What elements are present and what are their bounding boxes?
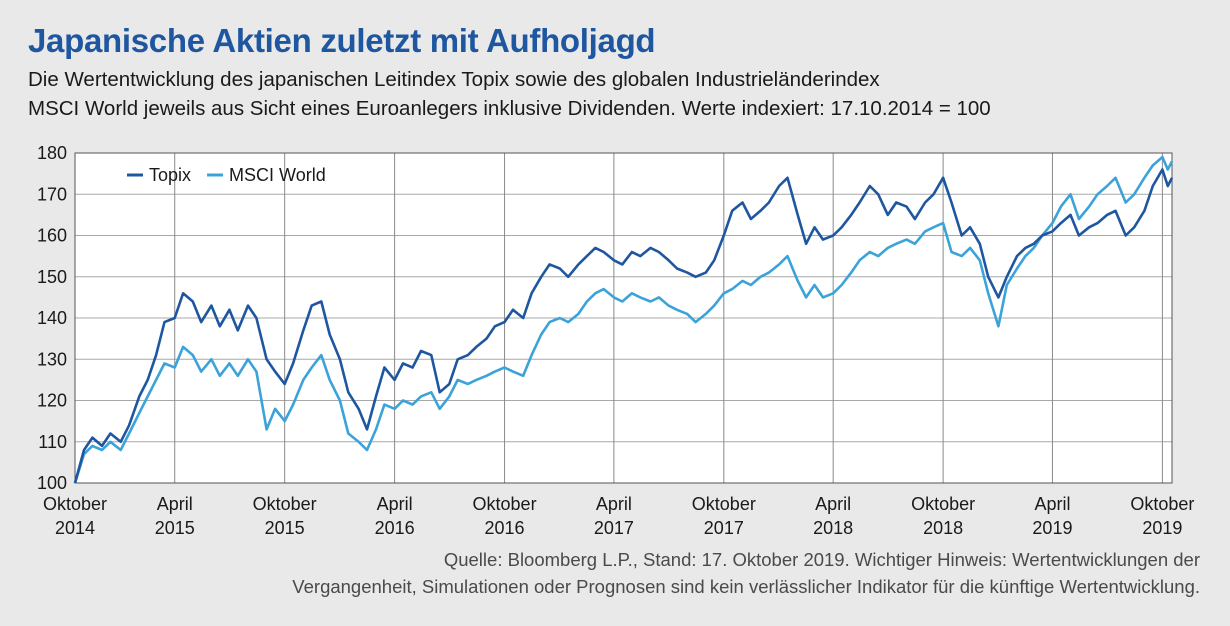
y-tick-label: 120 [37, 391, 67, 411]
x-tick-label: April [377, 494, 413, 514]
plot-border [74, 152, 1173, 484]
legend-label-msci-world: MSCI World [229, 165, 326, 185]
x-tick-label: Oktober [692, 494, 756, 514]
chart-title: Japanische Aktien zuletzt mit Aufholjagd [28, 22, 656, 59]
x-tick-label: Oktober [473, 494, 537, 514]
source-line-1: Quelle: Bloomberg L.P., Stand: 17. Oktob… [443, 549, 1200, 570]
x-tick-year-label: 2014 [55, 518, 95, 538]
legend-label-topix: Topix [149, 165, 191, 185]
x-tick-year-label: 2015 [265, 518, 305, 538]
y-tick-label: 150 [37, 267, 67, 287]
x-tick-year-label: 2015 [155, 518, 195, 538]
y-tick-label: 170 [37, 184, 67, 204]
y-tick-label: 180 [37, 143, 67, 163]
x-tick-label: April [1034, 494, 1070, 514]
chart-subtitle: Die Wertentwicklung des japanischen Leit… [28, 65, 991, 123]
x-tick-label: April [157, 494, 193, 514]
x-tick-year-label: 2016 [485, 518, 525, 538]
source-note: Quelle: Bloomberg L.P., Stand: 17. Oktob… [292, 546, 1200, 600]
x-tick-label: Oktober [253, 494, 317, 514]
y-tick-label: 140 [37, 308, 67, 328]
x-tick-year-label: 2017 [594, 518, 634, 538]
x-tick-label: Oktober [1130, 494, 1194, 514]
subtitle-line-2: MSCI World jeweils aus Sicht eines Euroa… [28, 97, 991, 120]
series-line-msci-world [73, 155, 1174, 484]
source-line-2: Vergangenheit, Simulationen oder Prognos… [292, 576, 1200, 597]
x-tick-year-label: 2019 [1142, 518, 1182, 538]
x-tick-year-label: 2019 [1032, 518, 1072, 538]
y-tick-label: 130 [37, 349, 67, 369]
x-tick-year-label: 2016 [375, 518, 415, 538]
y-tick-label: 160 [37, 226, 67, 246]
x-tick-year-label: 2017 [704, 518, 744, 538]
x-tick-label: April [596, 494, 632, 514]
y-tick-label: 100 [37, 473, 67, 493]
y-tick-label: 110 [38, 432, 67, 452]
x-tick-year-label: 2018 [813, 518, 853, 538]
x-tick-label: Oktober [43, 494, 107, 514]
subtitle-line-1: Die Wertentwicklung des japanischen Leit… [28, 68, 880, 91]
x-tick-label: April [815, 494, 851, 514]
x-tick-label: Oktober [911, 494, 975, 514]
series-line-topix [73, 168, 1174, 484]
x-tick-year-label: 2018 [923, 518, 963, 538]
